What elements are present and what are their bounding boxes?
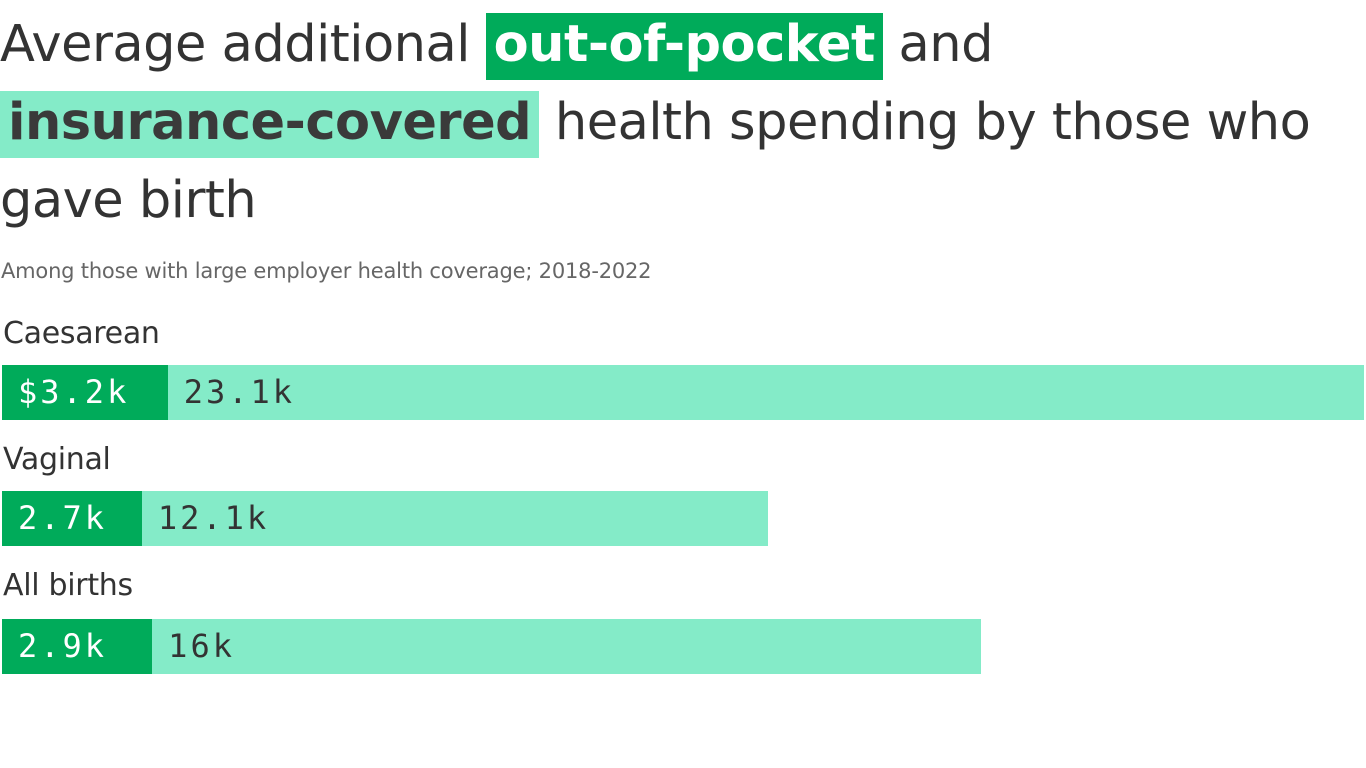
bar-insurance-covered-all-births <box>152 619 981 674</box>
category-label-all-births: All births <box>3 568 133 603</box>
value-label-insurance-covered-all-births: 16k <box>168 627 235 665</box>
bar-out-of-pocket-caesarean <box>2 365 168 420</box>
bar-out-of-pocket-all-births <box>2 619 153 674</box>
title-highlight-insurance-covered: insurance-covered <box>0 91 540 158</box>
title-highlight-out-of-pocket: out-of-pocket <box>485 13 883 80</box>
bar-insurance-covered-vaginal <box>141 491 769 546</box>
title-prefix: Average additional <box>0 15 470 74</box>
title-middle: and <box>898 15 994 74</box>
value-label-out-of-pocket-caesarean: $3.2k <box>18 373 130 411</box>
category-label-vaginal: Vaginal <box>3 442 111 477</box>
chart-subtitle: Among those with large employer health c… <box>1 259 652 283</box>
bar-insurance-covered-caesarean <box>167 365 1364 420</box>
chart-title: Average additional out-of-pocket and insu… <box>0 6 1340 240</box>
value-label-insurance-covered-vaginal: 12.1k <box>157 499 270 537</box>
value-label-out-of-pocket-vaginal: 2.7k <box>18 499 108 537</box>
value-label-out-of-pocket-all-births: 2.9k <box>18 627 108 665</box>
value-label-insurance-covered-caesarean: 23.1k <box>183 373 296 411</box>
bar-out-of-pocket-vaginal <box>2 491 142 546</box>
category-label-caesarean: Caesarean <box>3 316 160 351</box>
title-suffix: health spending by those who gave birth <box>0 93 1311 230</box>
